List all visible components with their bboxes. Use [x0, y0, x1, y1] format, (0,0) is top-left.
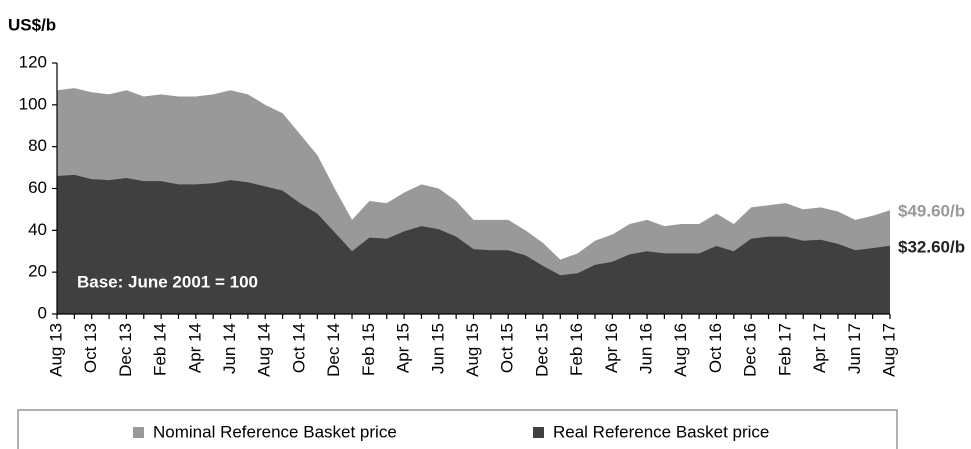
annotation: Base: June 2001 = 100: [77, 272, 258, 291]
x-tick-label: Oct 15: [498, 323, 517, 373]
x-tick-label: Jun 16: [637, 323, 656, 374]
x-tick-label: Dec 16: [741, 323, 760, 377]
x-tick-label: Oct 14: [289, 323, 308, 373]
x-tick-label: Dec 15: [532, 323, 551, 377]
x-tick-label: Feb 15: [359, 323, 378, 376]
x-tick-label: Apr 16: [602, 323, 621, 373]
x-tick-label: Dec 14: [324, 323, 343, 377]
x-tick-label: Jun 15: [428, 323, 447, 374]
x-tick-label: Aug 17: [879, 323, 898, 377]
area: [57, 174, 890, 314]
legend-box: [17, 409, 898, 449]
legend-label: Real Reference Basket price: [553, 422, 769, 441]
y-axis-label: US$/b: [8, 15, 56, 34]
legend-label: Nominal Reference Basket price: [153, 422, 397, 441]
value-label: $32.60/b: [898, 237, 965, 256]
x-tick-label: Feb 16: [567, 323, 586, 376]
y-tick-label: 0: [38, 303, 47, 322]
x-tick-label: Apr 17: [810, 323, 829, 373]
value-label: $49.60/b: [898, 202, 965, 221]
legend-swatch: [533, 427, 544, 438]
x-tick-label: Aug 13: [46, 323, 65, 377]
x-tick-label: Aug 14: [255, 323, 274, 377]
y-tick-label: 60: [28, 178, 47, 197]
y-tick-label: 100: [19, 94, 47, 113]
y-tick-label: 120: [19, 52, 47, 71]
legend-swatch: [133, 427, 144, 438]
y-tick-label: 80: [28, 136, 47, 155]
x-tick-label: Apr 14: [185, 323, 204, 373]
x-tick-label: Feb 14: [151, 323, 170, 376]
x-tick-label: Jun 17: [845, 323, 864, 374]
x-tick-label: Jun 14: [220, 323, 239, 374]
x-tick-label: Oct 16: [706, 323, 725, 373]
x-tick-label: Aug 15: [463, 323, 482, 377]
x-tick-label: Apr 15: [394, 323, 413, 373]
x-tick-label: Feb 17: [775, 323, 794, 376]
x-tick-label: Aug 16: [671, 323, 690, 377]
y-tick-label: 20: [28, 262, 47, 281]
x-tick-label: Dec 13: [116, 323, 135, 377]
x-tick-label: Oct 13: [81, 323, 100, 373]
y-tick-label: 40: [28, 220, 47, 239]
